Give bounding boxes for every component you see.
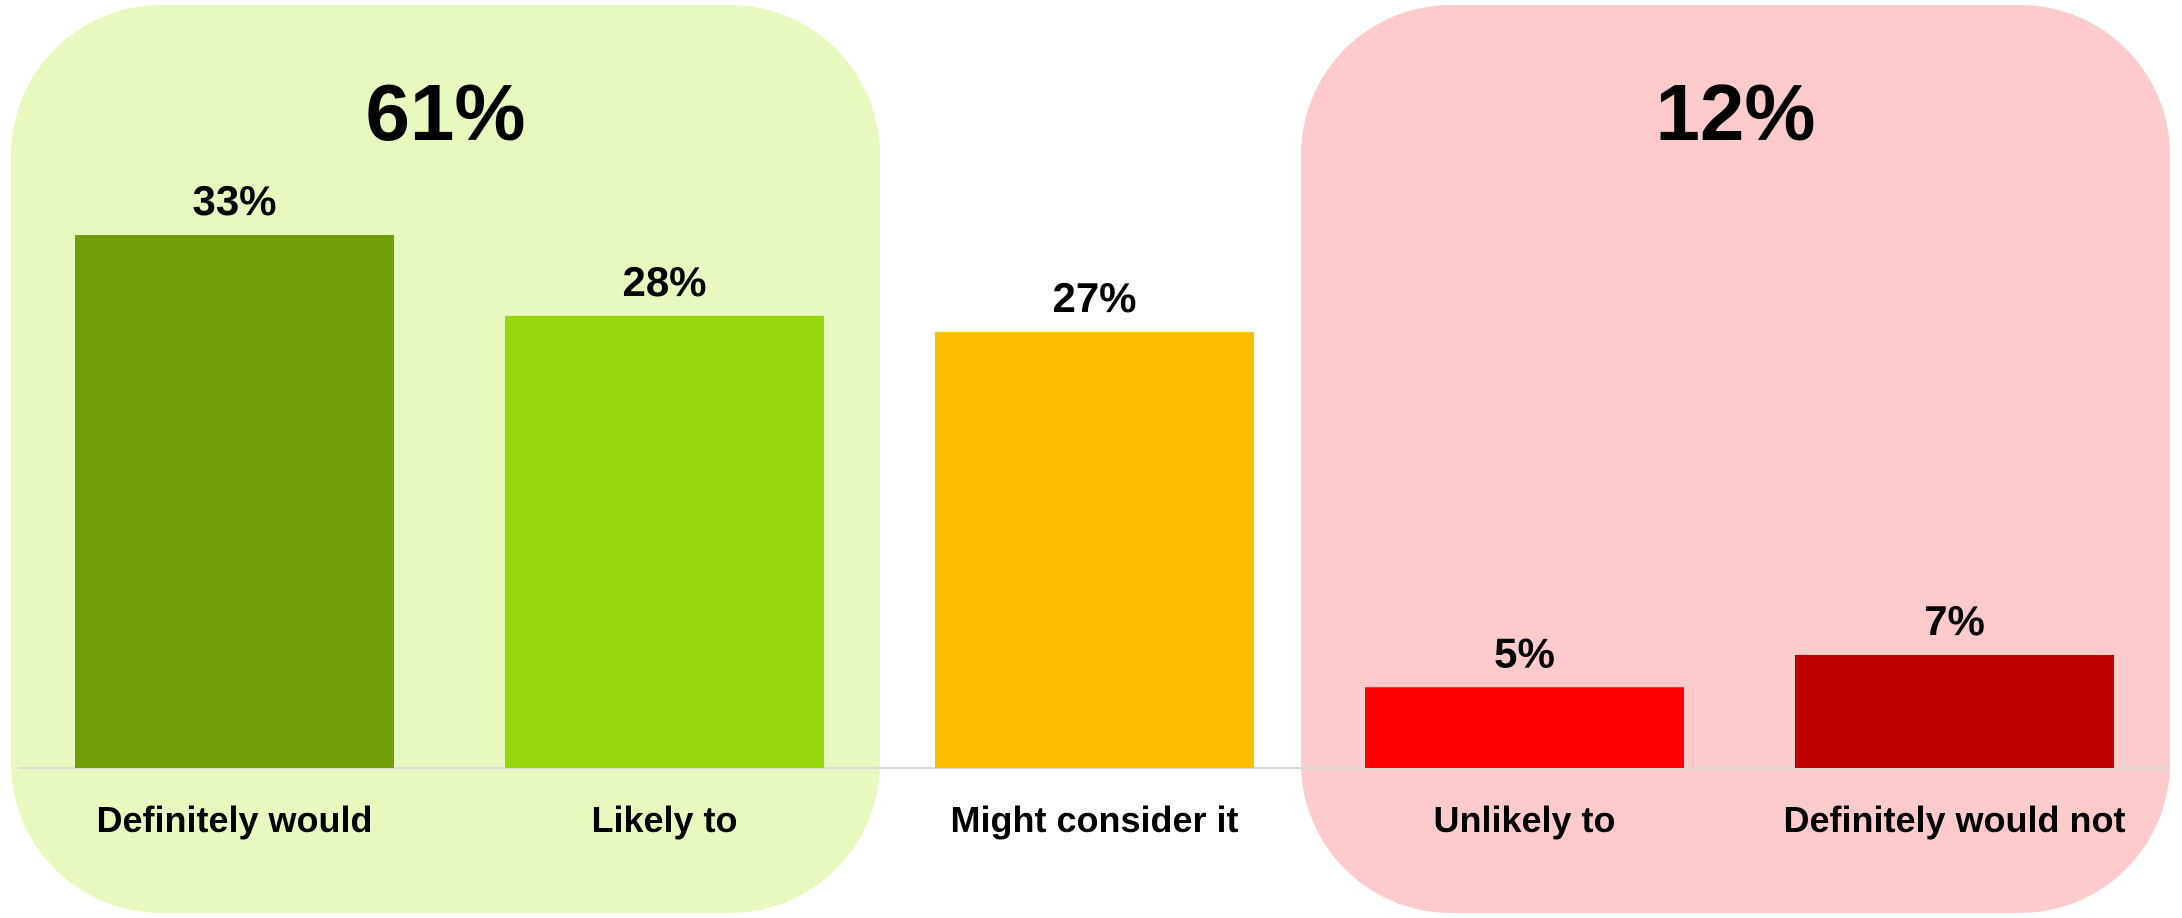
bar-definitely-would-not xyxy=(1795,654,2114,768)
category-label-definitely-would: Definitely would xyxy=(96,799,372,840)
category-label-likely-to: Likely to xyxy=(591,799,737,840)
bar-definitely-would xyxy=(75,235,394,769)
category-label-unlikely-to: Unlikely to xyxy=(1433,799,1615,840)
bar-value-label-likely-to: 28% xyxy=(622,258,706,305)
bar-value-label-might-consider-it: 27% xyxy=(1052,274,1136,321)
bars xyxy=(75,235,2114,769)
bar-value-label-unlikely-to: 5% xyxy=(1494,629,1555,676)
category-label-definitely-would-not: Definitely would not xyxy=(1784,799,2126,840)
bar-value-label-definitely-would: 33% xyxy=(192,177,276,224)
bar-value-label-definitely-would-not: 7% xyxy=(1924,597,1985,644)
bar-likely-to xyxy=(505,315,824,768)
bar-might-consider-it xyxy=(935,331,1254,768)
bar-unlikely-to xyxy=(1365,687,1684,768)
category-label-might-consider-it: Might consider it xyxy=(951,799,1239,840)
labels: 61% 12% 33% Definitely would 28% Likely to 27%… xyxy=(96,68,2125,840)
group-total-label-0: 61% xyxy=(365,68,525,157)
group-total-label-1: 12% xyxy=(1655,68,1815,157)
